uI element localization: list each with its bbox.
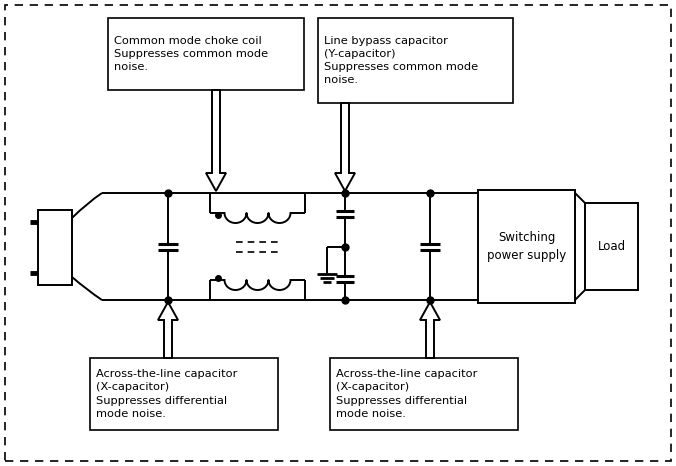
Bar: [478, 190, 575, 303]
Bar: [585, 203, 638, 290]
Polygon shape: [206, 90, 226, 191]
Text: Switching
power supply: Switching power supply: [487, 232, 566, 261]
Text: Line bypass capacitor
(Y-capacitor)
Suppresses common mode
noise.: Line bypass capacitor (Y-capacitor) Supp…: [324, 36, 478, 85]
Polygon shape: [420, 302, 440, 358]
Text: Across-the-line capacitor
(X-capacitor)
Suppresses differential
mode noise.: Across-the-line capacitor (X-capacitor) …: [96, 369, 237, 419]
Bar: [318, 18, 513, 103]
Polygon shape: [158, 302, 178, 358]
Polygon shape: [335, 103, 355, 191]
Text: Common mode choke coil
Suppresses common mode
noise.: Common mode choke coil Suppresses common…: [114, 36, 268, 72]
Text: Load: Load: [598, 240, 625, 253]
Text: Across-the-line capacitor
(X-capacitor)
Suppresses differential
mode noise.: Across-the-line capacitor (X-capacitor) …: [336, 369, 477, 419]
Bar: [38, 210, 72, 285]
Bar: [108, 18, 304, 90]
Bar: [90, 358, 278, 430]
Bar: [330, 358, 518, 430]
